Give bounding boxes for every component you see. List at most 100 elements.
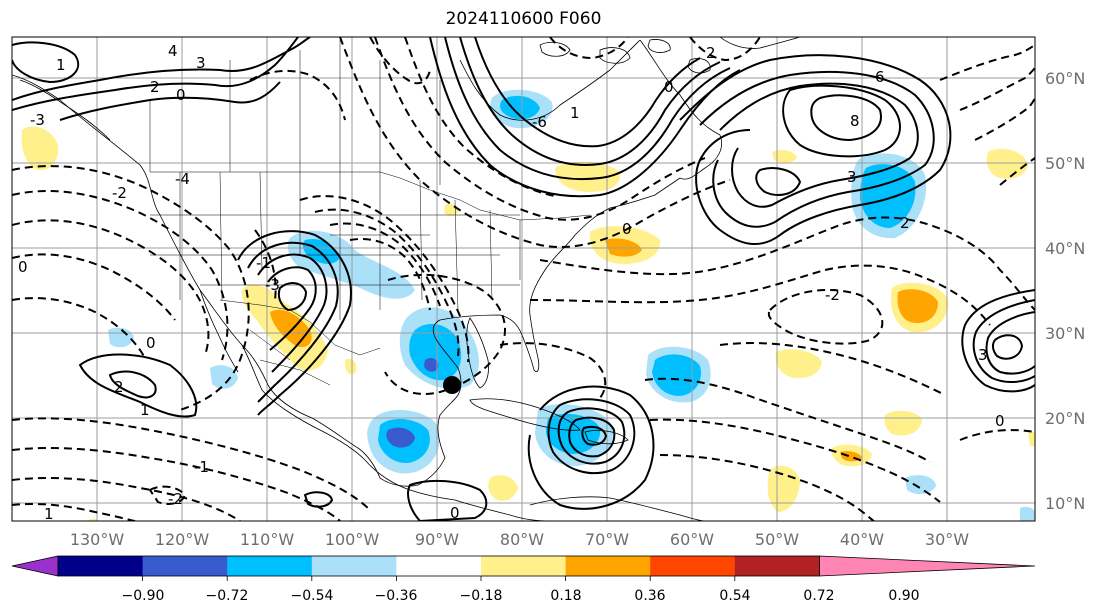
contour-label: 3 (978, 346, 988, 364)
negative-contour (314, 208, 460, 357)
negative-contour (974, 97, 1035, 141)
yellow-anomaly (772, 150, 797, 163)
positive-contour (557, 407, 626, 465)
positive-contour (429, 37, 741, 198)
yellow-anomaly (555, 161, 621, 192)
negative-contour (12, 297, 146, 359)
arctic-islands (539, 39, 711, 74)
negative-contour (299, 195, 470, 363)
negative-contour (12, 253, 176, 321)
longitude-label: 50°W (755, 530, 799, 549)
contour-lines (12, 37, 1035, 521)
longitude-label: 90°W (415, 530, 459, 549)
contour-label: -1 (194, 458, 209, 476)
positive-contour (277, 282, 308, 312)
positive-contour (972, 299, 1035, 384)
contour-label: -2 (825, 286, 840, 304)
contour-label: 1 (44, 505, 54, 523)
positive-contour (961, 289, 1035, 393)
yellow-anomaly (775, 349, 822, 378)
yellow-anomaly (884, 410, 922, 436)
contour-label: 0 (664, 78, 674, 96)
negative-contour (999, 157, 1035, 186)
colorbar-extend-high (819, 555, 1036, 577)
colorbar-swatch (650, 556, 736, 576)
colorbar-tick-label: −0.90 (122, 588, 165, 604)
positive-contour (247, 241, 339, 403)
negative-contour (549, 37, 629, 60)
colorbar-tick-label: 0.72 (803, 588, 834, 604)
positive-contour (237, 230, 352, 416)
blue-anomaly (409, 323, 462, 381)
contour-label: 2 (114, 378, 124, 396)
colorbar-tick-label: 0.54 (719, 588, 750, 604)
contour-label: 0 (995, 412, 1005, 430)
negative-contour (689, 37, 761, 62)
negative-contour (959, 429, 1035, 441)
baja-california (199, 289, 239, 373)
us-canada-border (150, 171, 591, 221)
longitude-label: 70°W (585, 530, 629, 549)
colorbar-swatch (58, 556, 144, 576)
positive-contour (568, 416, 616, 458)
negative-contour (719, 342, 946, 396)
yellow-anomaly (86, 518, 98, 521)
negative-contour (12, 165, 250, 411)
storm-position-marker (443, 376, 461, 394)
contour-label: 1 (140, 401, 150, 419)
positive-contour (547, 398, 636, 475)
colorbar-tick-label: −0.36 (375, 588, 418, 604)
positive-contour (474, 37, 701, 148)
longitude-labels: 130°W 120°W 110°W 100°W 90°W 80°W 70°W 6… (70, 530, 969, 549)
positive-contour (257, 253, 328, 373)
positive-contour (782, 84, 901, 158)
positive-contour (267, 266, 317, 351)
negative-contour (12, 190, 229, 361)
latitude-labels: 60°N 50°N 40°N 30°N 20°N 10°N (1045, 69, 1085, 513)
cuba (469, 398, 581, 431)
negative-contour (939, 44, 1035, 81)
positive-contour (407, 479, 488, 521)
negative-contour (369, 37, 431, 85)
contour-label: 1 (570, 104, 580, 122)
blue-anomaly (652, 354, 702, 396)
positive-contour (699, 70, 935, 228)
positive-contour (59, 81, 281, 121)
colorbar-swatch (311, 556, 397, 576)
positive-contour (78, 353, 198, 418)
us-states (150, 171, 521, 320)
colorbar-tick-label: −0.18 (460, 588, 503, 604)
contour-labels: 4 3 2 1 0 -1 -2 -3 -4 -6 6 8 1 2 0 2 3 -… (18, 42, 1005, 523)
negative-contour (374, 37, 706, 221)
yellow-anomaly (444, 203, 458, 216)
negative-contour (959, 67, 1035, 111)
contour-label: 0 (146, 334, 156, 352)
contour-label: 6 (875, 68, 885, 86)
colorbar-extend-low (11, 555, 59, 577)
negative-contour (12, 417, 371, 511)
contour-label: 4 (168, 42, 178, 60)
colorbar-tick-label: 0.90 (888, 588, 919, 604)
contour-label: 0 (622, 220, 632, 238)
latitude-label: 30°N (1045, 324, 1085, 343)
longitude-label: 60°W (670, 530, 714, 549)
contour-label: -2 (168, 490, 183, 508)
north-america-coast (12, 74, 681, 487)
colorbar-tick-label: 0.18 (550, 588, 581, 604)
map-area: 4 3 2 1 0 -1 -2 -3 -4 -6 6 8 1 2 0 2 3 -… (12, 37, 1035, 523)
contour-label: -3 (265, 276, 280, 294)
colorbar-tick-label: −0.72 (206, 588, 249, 604)
graticule (12, 37, 1035, 521)
negative-contour (659, 454, 875, 521)
contour-label: -4 (175, 170, 190, 188)
colorbar-swatch (565, 556, 651, 576)
negative-contour (529, 264, 991, 326)
longitude-label: 40°W (840, 530, 884, 549)
longitude-label: 110°W (240, 530, 295, 549)
yellow-anomaly (344, 358, 357, 375)
longitude-label: 120°W (155, 530, 210, 549)
positive-contour (108, 370, 157, 399)
longitude-label: 130°W (70, 530, 125, 549)
contour-label: 2 (150, 78, 160, 96)
longitude-label: 100°W (325, 530, 380, 549)
